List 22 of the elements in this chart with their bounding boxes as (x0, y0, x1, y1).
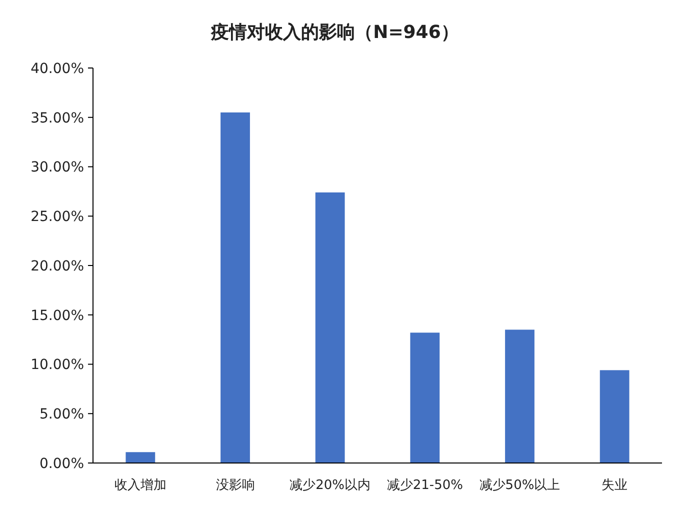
bar (126, 452, 156, 463)
y-tick-label: 35.00% (30, 110, 84, 126)
bar (600, 370, 630, 463)
y-tick-label: 40.00% (30, 60, 84, 77)
y-tick-label: 30.00% (30, 160, 84, 176)
chart-title: 疫情对收入的影响（N=946） (210, 22, 459, 43)
x-tick-label: 减少50%以上 (479, 478, 560, 493)
x-tick-label: 减少20%以内 (290, 478, 371, 493)
x-tick-label: 减少21-50% (386, 478, 463, 493)
bar (220, 112, 250, 463)
x-tick-label: 没影响 (216, 478, 255, 493)
y-tick-label: 25.00% (30, 209, 84, 226)
y-tick-label: 0.00% (40, 456, 84, 472)
y-tick-label: 5.00% (40, 406, 84, 423)
x-tick-label: 收入增加 (114, 478, 166, 493)
y-tick-label: 20.00% (30, 258, 84, 274)
bar (505, 330, 534, 463)
bar (315, 192, 345, 463)
y-tick-label: 10.00% (30, 357, 84, 374)
x-tick-label: 失业 (602, 478, 628, 493)
bar (410, 332, 440, 463)
y-tick-label: 15.00% (30, 308, 84, 324)
